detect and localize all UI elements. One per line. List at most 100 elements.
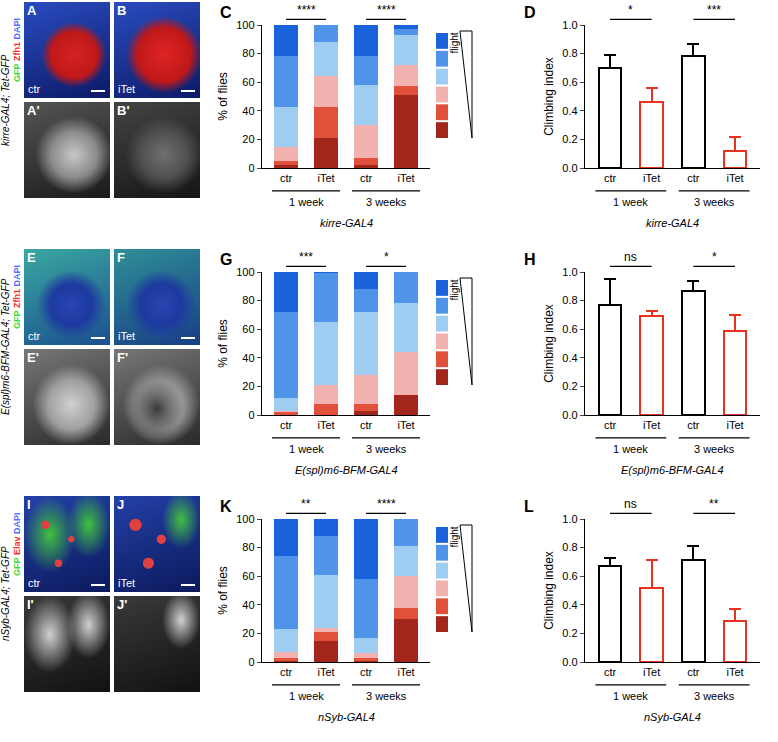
svg-text:1.0: 1.0: [562, 513, 577, 525]
svg-text:iTet: iTet: [726, 419, 743, 431]
svg-text:0.4: 0.4: [562, 105, 577, 117]
svg-text:***: ***: [707, 3, 721, 17]
svg-text:100: 100: [236, 19, 254, 31]
svg-text:0.0: 0.0: [562, 162, 577, 174]
svg-text:iTet: iTet: [726, 666, 743, 678]
svg-text:20: 20: [242, 133, 254, 145]
svg-text:60: 60: [242, 76, 254, 88]
svg-text:1.0: 1.0: [562, 266, 577, 278]
svg-text:K: K: [220, 498, 232, 515]
svg-text:*: *: [384, 250, 389, 264]
svg-text:kirre-GAL4: kirre-GAL4: [646, 217, 699, 229]
svg-text:3 weeks: 3 weeks: [366, 196, 407, 208]
svg-text:****: ****: [297, 3, 316, 17]
svg-text:G: G: [220, 251, 232, 268]
svg-text:0.4: 0.4: [562, 599, 577, 611]
svg-text:iTet: iTet: [397, 666, 414, 678]
svg-text:iTet: iTet: [317, 172, 334, 184]
svg-text:iTet: iTet: [397, 419, 414, 431]
svg-text:40: 40: [242, 105, 254, 117]
svg-text:kirre-GAL4: kirre-GAL4: [320, 217, 373, 229]
svg-text:****: ****: [377, 3, 396, 17]
svg-text:nSyb-GAL4: nSyb-GAL4: [318, 711, 375, 723]
svg-text:0.8: 0.8: [562, 47, 577, 59]
svg-text:1 week: 1 week: [289, 443, 324, 455]
svg-text:iTet: iTet: [643, 666, 660, 678]
svg-text:0.6: 0.6: [562, 323, 577, 335]
svg-text:**: **: [301, 497, 311, 511]
svg-text:40: 40: [242, 352, 254, 364]
svg-text:3 weeks: 3 weeks: [694, 690, 735, 702]
svg-text:0.8: 0.8: [562, 294, 577, 306]
svg-text:iTet: iTet: [317, 419, 334, 431]
svg-text:ctr: ctr: [604, 666, 617, 678]
svg-text:1 week: 1 week: [289, 690, 324, 702]
svg-text:flight: flight: [449, 32, 460, 53]
svg-text:iTet: iTet: [317, 666, 334, 678]
svg-text:ctr: ctr: [604, 419, 617, 431]
svg-text:1 week: 1 week: [613, 690, 648, 702]
svg-text:ctr: ctr: [360, 419, 373, 431]
svg-text:*: *: [628, 3, 633, 17]
svg-text:40: 40: [242, 599, 254, 611]
svg-text:ctr: ctr: [280, 666, 293, 678]
svg-text:*: *: [712, 250, 717, 264]
svg-text:0.0: 0.0: [562, 656, 577, 668]
svg-text:1 week: 1 week: [613, 443, 648, 455]
svg-text:L: L: [524, 498, 534, 515]
svg-text:Climbing index: Climbing index: [542, 551, 556, 630]
svg-text:20: 20: [242, 627, 254, 639]
svg-text:0.0: 0.0: [562, 409, 577, 421]
svg-text:flight: flight: [449, 526, 460, 547]
svg-text:***: ***: [299, 250, 313, 264]
svg-text:ctr: ctr: [687, 666, 700, 678]
svg-text:80: 80: [242, 294, 254, 306]
svg-text:100: 100: [236, 266, 254, 278]
svg-text:1 week: 1 week: [289, 196, 324, 208]
svg-text:****: ****: [377, 497, 396, 511]
svg-text:Climbing index: Climbing index: [542, 57, 556, 136]
svg-text:ctr: ctr: [687, 172, 700, 184]
svg-text:ctr: ctr: [360, 172, 373, 184]
svg-text:iTet: iTet: [643, 172, 660, 184]
svg-text:% of flies: % of flies: [216, 319, 230, 368]
svg-text:80: 80: [242, 541, 254, 553]
svg-text:1 week: 1 week: [613, 196, 648, 208]
svg-text:H: H: [524, 251, 536, 268]
svg-text:0.4: 0.4: [562, 352, 577, 364]
svg-text:ns: ns: [624, 497, 637, 511]
svg-text:nSyb-GAL4: nSyb-GAL4: [644, 711, 701, 723]
svg-text:3 weeks: 3 weeks: [694, 196, 735, 208]
svg-text:0.8: 0.8: [562, 541, 577, 553]
svg-text:% of flies: % of flies: [216, 566, 230, 615]
svg-text:100: 100: [236, 513, 254, 525]
svg-text:0.6: 0.6: [562, 570, 577, 582]
svg-text:60: 60: [242, 323, 254, 335]
svg-text:% of flies: % of flies: [216, 72, 230, 121]
svg-text:ctr: ctr: [687, 419, 700, 431]
svg-text:0.2: 0.2: [562, 380, 577, 392]
svg-text:0.2: 0.2: [562, 627, 577, 639]
svg-text:20: 20: [242, 380, 254, 392]
svg-text:iTet: iTet: [397, 172, 414, 184]
svg-text:C: C: [220, 4, 232, 21]
svg-text:3 weeks: 3 weeks: [366, 690, 407, 702]
svg-text:3 weeks: 3 weeks: [366, 443, 407, 455]
svg-text:ctr: ctr: [280, 419, 293, 431]
svg-text:ns: ns: [624, 250, 637, 264]
svg-text:D: D: [524, 4, 536, 21]
svg-text:60: 60: [242, 570, 254, 582]
svg-text:0.2: 0.2: [562, 133, 577, 145]
svg-text:E(spl)m6-BFM-GAL4: E(spl)m6-BFM-GAL4: [295, 464, 398, 476]
svg-text:3 weeks: 3 weeks: [694, 443, 735, 455]
svg-text:0: 0: [248, 656, 254, 668]
svg-text:ctr: ctr: [604, 172, 617, 184]
svg-text:Climbing index: Climbing index: [542, 304, 556, 383]
svg-text:0.6: 0.6: [562, 76, 577, 88]
svg-text:flight: flight: [449, 279, 460, 300]
svg-text:ctr: ctr: [280, 172, 293, 184]
svg-text:E(spl)m6-BFM-GAL4: E(spl)m6-BFM-GAL4: [621, 464, 724, 476]
svg-text:0: 0: [248, 409, 254, 421]
svg-text:iTet: iTet: [643, 419, 660, 431]
svg-text:0: 0: [248, 162, 254, 174]
